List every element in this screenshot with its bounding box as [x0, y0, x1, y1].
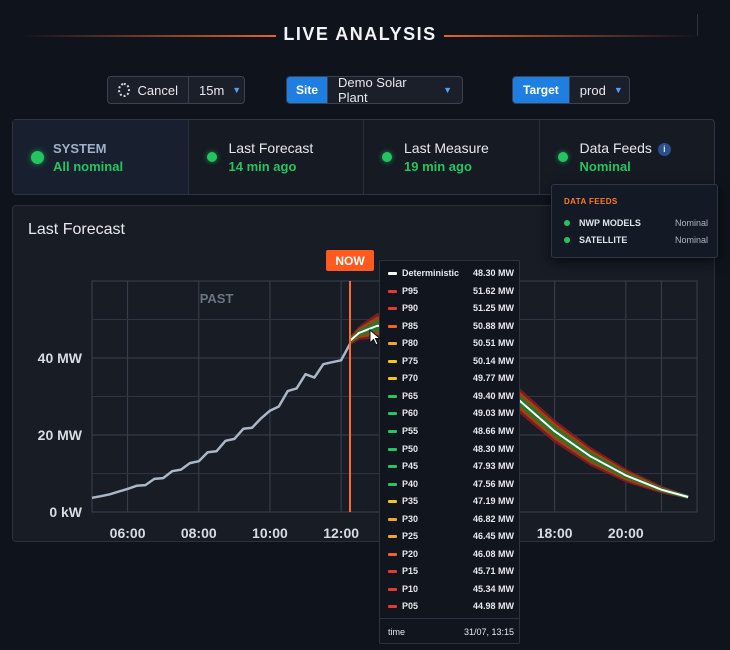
now-badge — [326, 250, 375, 271]
series-swatch — [388, 605, 397, 609]
past-label: PAST — [200, 291, 234, 306]
status-ok-icon — [564, 220, 570, 226]
target-label: Target — [513, 77, 569, 103]
popover-title: DATA FEEDS — [564, 197, 618, 206]
tooltip-divider — [380, 618, 519, 619]
feed-row-satellite: SATELLITE Nominal — [564, 234, 708, 248]
x-tick-label: 18:00 — [537, 525, 573, 541]
target-select[interactable]: prod ▼ — [568, 77, 629, 103]
status-system: SYSTEM All nominal — [13, 120, 188, 194]
status-last-forecast: Last Forecast 14 min ago — [187, 120, 364, 194]
series-swatch — [388, 342, 397, 346]
chart-title: Last Forecast — [28, 221, 125, 238]
header: LIVE ANALYSIS — [0, 0, 730, 70]
tooltip-row: P25 46.45 MW — [388, 530, 514, 544]
tooltip-row: P05 44.98 MW — [388, 600, 514, 614]
series-swatch — [388, 535, 397, 539]
status-label: Last Measure — [404, 140, 489, 156]
x-tick-label: 08:00 — [181, 525, 217, 541]
tooltip-row: P45 47.93 MW — [388, 460, 514, 474]
series-swatch — [388, 517, 397, 521]
cancel-button[interactable]: Cancel — [108, 77, 188, 103]
measured-line — [91, 343, 352, 500]
tooltip-row: P15 45.71 MW — [388, 565, 514, 579]
chevron-down-icon: ▼ — [443, 85, 452, 95]
status-label: SYSTEM — [53, 141, 107, 156]
site-selector: Site Demo Solar Plant ▼ — [286, 76, 463, 104]
status-value: 14 min ago — [228, 159, 297, 174]
series-swatch — [388, 272, 397, 275]
tooltip-row: P35 47.19 MW — [388, 495, 514, 509]
status-panel: SYSTEM All nominal Last Forecast 14 min … — [12, 119, 715, 195]
tooltip-row: P70 49.77 MW — [388, 372, 514, 386]
chart-tooltip: time 31/07, 13:15 Deterministic 48.30 MW P… — [379, 260, 520, 644]
tooltip-row: P50 48.30 MW — [388, 443, 514, 457]
x-tick-label: 20:00 — [608, 525, 644, 541]
tooltip-row: P10 45.34 MW — [388, 583, 514, 597]
series-swatch — [388, 587, 397, 591]
tooltip-row: P20 46.08 MW — [388, 548, 514, 562]
interval-select[interactable]: 15m ▼ — [188, 77, 244, 103]
tooltip-row: P40 47.56 MW — [388, 478, 514, 492]
series-swatch — [388, 482, 397, 486]
data-feeds-popover: DATA FEEDS NWP MODELS Nominal SATELLITE … — [551, 184, 718, 258]
feed-row-nwp: NWP MODELS Nominal — [564, 217, 708, 231]
series-swatch — [388, 289, 397, 293]
series-swatch — [388, 447, 397, 451]
series-swatch — [388, 429, 397, 433]
status-ok-icon — [382, 152, 392, 162]
series-swatch — [388, 412, 397, 416]
site-select[interactable]: Demo Solar Plant ▼ — [327, 77, 462, 103]
series-swatch — [388, 307, 397, 311]
series-swatch — [388, 500, 397, 504]
site-label: Site — [287, 77, 327, 103]
y-tick-label: 40 MW — [38, 350, 83, 366]
status-data-feeds[interactable]: Data Feeds i Nominal — [538, 120, 715, 194]
x-tick-label: 06:00 — [110, 525, 146, 541]
series-swatch — [388, 394, 397, 398]
status-ok-icon — [206, 152, 217, 162]
status-value: 19 min ago — [404, 159, 472, 174]
tooltip-row: P30 46.82 MW — [388, 513, 514, 527]
info-icon[interactable]: i — [657, 143, 671, 156]
series-swatch — [388, 552, 397, 556]
tooltip-row: P65 49.40 MW — [388, 390, 514, 404]
status-label: Last Forecast — [228, 140, 314, 156]
x-tick-label: 10:00 — [252, 525, 288, 541]
header-scroll-edge — [697, 14, 698, 36]
target-selector: Target prod ▼ — [512, 76, 630, 104]
x-tick-label: 12:00 — [323, 525, 359, 541]
header-divider-left — [20, 35, 276, 37]
tooltip-row: P95 51.62 MW — [388, 285, 514, 299]
status-ok-icon — [564, 237, 570, 243]
series-swatch — [388, 359, 397, 363]
series-swatch — [388, 465, 397, 469]
tooltip-row: Deterministic 48.30 MW — [388, 267, 514, 281]
series-swatch — [388, 324, 397, 328]
tooltip-row: P90 51.25 MW — [388, 302, 514, 316]
tooltip-row: P80 50.51 MW — [388, 337, 514, 351]
series-swatch — [388, 377, 397, 381]
status-ok-icon — [557, 152, 568, 162]
page-title: LIVE ANALYSIS — [283, 24, 437, 44]
mouse-pointer-icon — [369, 329, 381, 346]
series-swatch — [388, 570, 397, 574]
y-tick-label: 0 kW — [49, 504, 82, 520]
status-last-measure: Last Measure 19 min ago — [363, 120, 539, 194]
chevron-down-icon: ▼ — [613, 85, 623, 95]
status-label: Data Feeds i — [580, 140, 671, 156]
status-ok-icon — [31, 151, 44, 164]
tooltip-row: P85 50.88 MW — [388, 320, 514, 334]
tooltip-row: P60 49.03 MW — [388, 407, 514, 421]
refresh-control: Cancel 15m ▼ — [107, 76, 245, 104]
status-value: All nominal — [53, 159, 124, 174]
tooltip-row: P75 50.14 MW — [388, 355, 514, 369]
y-tick-label: 20 MW — [38, 427, 83, 443]
now-label: NOW — [335, 254, 365, 268]
status-value: Nominal — [579, 159, 631, 174]
chevron-down-icon: ▼ — [232, 85, 242, 95]
loading-spinner-icon — [118, 83, 130, 97]
tooltip-row: P55 48.66 MW — [388, 425, 514, 439]
header-divider-right — [444, 35, 700, 37]
